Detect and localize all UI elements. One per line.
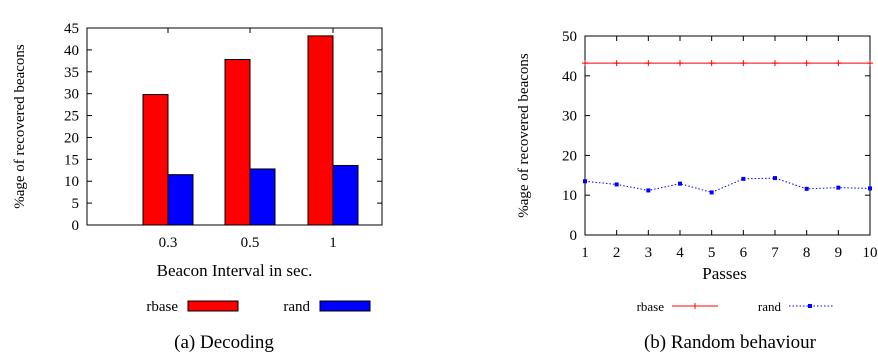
x-tick-label: 9 <box>835 245 843 261</box>
x-tick-label: 6 <box>740 245 748 261</box>
y-tick-label: 0 <box>72 218 80 234</box>
y-tick-label: 5 <box>72 196 80 212</box>
point-rbase <box>835 60 842 67</box>
y-tick-label: 20 <box>64 130 79 146</box>
point-rand <box>614 182 619 187</box>
legend-label: rand <box>758 299 782 314</box>
x-axis-label: Beacon Interval in sec. <box>157 261 313 280</box>
y-tick-label: 25 <box>64 109 79 125</box>
point-rand <box>836 185 841 190</box>
y-tick-label: 40 <box>562 69 577 85</box>
bar-rbase <box>224 59 251 226</box>
x-tick-label: 0.3 <box>159 235 178 251</box>
y-tick-label: 35 <box>64 65 79 81</box>
decoding-chart: 0 5 10 15 20 25 30 35 40 45 0.3 0.5 1 Beacon Interval… <box>12 21 383 353</box>
point-rand <box>804 186 809 191</box>
point-rbase <box>867 60 873 67</box>
point-rbase <box>740 60 747 67</box>
y-tick-label: 50 <box>562 29 577 45</box>
bar-rand <box>167 174 194 226</box>
legend-swatch-marker <box>692 303 698 309</box>
point-rbase <box>582 60 588 67</box>
y-tick-label: 30 <box>64 87 79 103</box>
point-rand <box>741 176 746 181</box>
y-tick-label: 30 <box>562 109 577 125</box>
point-rbase <box>677 60 683 67</box>
plot-frame <box>584 35 871 236</box>
point-rbase <box>803 60 810 67</box>
y-tick-label: 20 <box>562 148 577 164</box>
point-rand <box>709 190 714 195</box>
point-rbase <box>772 60 778 67</box>
point-rand <box>646 188 651 193</box>
x-tick-label: 0.5 <box>241 235 260 251</box>
point-rbase <box>708 60 715 67</box>
legend-label: rand <box>283 299 310 315</box>
y-axis-label: %age of recovered beacons <box>516 53 532 218</box>
y-tick-label: 40 <box>64 43 79 59</box>
y-tick-label: 45 <box>64 21 79 37</box>
x-axis-label: Passes <box>702 264 746 283</box>
y-tick-label: 10 <box>562 188 577 204</box>
chart-caption: (a) Decoding <box>174 332 274 353</box>
point-rand <box>868 186 872 191</box>
x-tick-label: 8 <box>803 245 811 261</box>
legend-swatch <box>319 300 371 312</box>
y-tick-label: 0 <box>570 228 578 244</box>
legend-label: rbase <box>146 299 178 315</box>
bar-rbase <box>142 94 169 226</box>
chart-caption: (b) Random behaviour <box>644 332 817 353</box>
x-tick-label: 4 <box>676 245 684 261</box>
legend-label: rbase <box>637 299 665 314</box>
y-axis-label: %age of recovered beacons <box>12 44 28 209</box>
point-rand <box>773 176 777 181</box>
legend-swatch <box>187 300 239 312</box>
bar-rand <box>249 168 276 226</box>
x-tick-label: 1 <box>581 245 589 261</box>
x-tick-label: 2 <box>613 245 621 261</box>
y-tick-label: 10 <box>64 174 79 190</box>
legend-swatch-marker <box>808 304 812 308</box>
y-tick-label: 15 <box>64 152 79 168</box>
x-tick-label: 10 <box>863 245 878 261</box>
series-line-rand <box>584 177 871 193</box>
bar-rand <box>332 164 359 226</box>
point-rbase <box>613 60 620 67</box>
x-tick-label: 3 <box>645 245 653 261</box>
bar-rbase <box>307 35 334 226</box>
x-tick-label: 7 <box>771 245 779 261</box>
x-tick-label: 1 <box>329 235 337 251</box>
random-behaviour-chart: 0 10 20 30 40 50 1 2 3 4 5 6 7 8 9 10 Passes %age of reco… <box>516 29 878 353</box>
point-rand <box>583 179 587 184</box>
point-rand <box>678 181 682 186</box>
x-tick-label: 5 <box>708 245 716 261</box>
point-rbase <box>645 60 652 67</box>
